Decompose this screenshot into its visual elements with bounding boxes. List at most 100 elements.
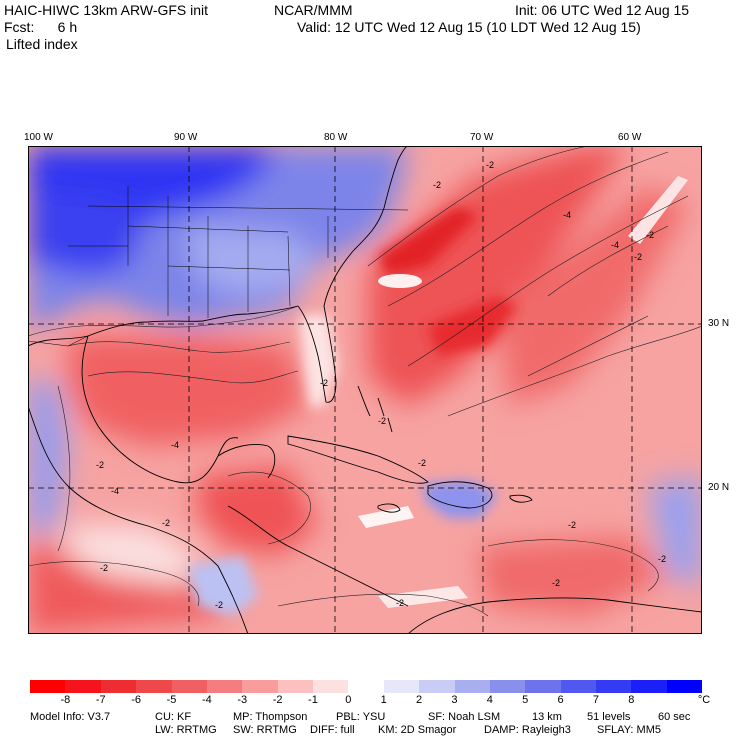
colorbar-tick-label: -6	[131, 694, 141, 706]
contour-line	[277, 593, 489, 617]
strong-unstable-atl-2	[428, 296, 518, 356]
colorbar-tick-label: -8	[60, 694, 71, 706]
florida-coast	[297, 249, 355, 403]
colorbar-swatch	[560, 680, 596, 693]
lon-label-100w: 100 W	[24, 132, 53, 143]
diffusion-scheme: DIFF: full	[310, 724, 355, 736]
colorbar-swatch	[277, 680, 313, 693]
colorbar-tick-label: 2	[415, 694, 423, 706]
colorbar-tick-label: -2	[272, 694, 283, 706]
colorbar-swatch	[631, 680, 667, 693]
model-info: Model Info: V3.7	[30, 711, 111, 723]
colorbar-swatch	[313, 680, 349, 693]
valid-time: Valid: 12 UTC Wed 12 Aug 15 (10 LDT Wed …	[297, 19, 641, 35]
bahamas	[357, 385, 393, 433]
stable-plains	[28, 186, 148, 276]
contour-value-label: -2	[396, 598, 404, 608]
contour-value-label: -2	[486, 160, 494, 170]
contour-value-label: -2	[378, 416, 386, 426]
contour-line	[407, 195, 689, 367]
colorbar-tick-label: 0	[345, 694, 352, 706]
south-america-coast	[407, 597, 702, 634]
longwave-scheme: LW: RRTMG	[155, 724, 217, 736]
mexico-border	[28, 335, 89, 347]
colorbar-tick-label: -1	[308, 694, 318, 706]
shortwave-scheme: SW: RRTMG	[233, 724, 297, 736]
pbl-scheme: PBL: YSU	[336, 711, 386, 723]
contour-line	[387, 151, 669, 307]
contour-line	[67, 341, 291, 353]
colorbar-tick-label: 8	[628, 694, 635, 706]
us-gulf-coast	[28, 305, 299, 347]
stable-central-america	[188, 556, 258, 616]
neutral-streak-ne	[628, 176, 688, 244]
colorbar-swatch	[206, 680, 243, 693]
colorbar-tick-label: 3	[451, 694, 458, 706]
colorbar-tick-label: -5	[166, 694, 177, 706]
colorbar-tick-label: 4	[486, 694, 493, 706]
colorbar-swatch	[65, 680, 101, 693]
colorbar-swatch	[100, 680, 137, 693]
contour-line	[57, 385, 71, 552]
forecast-hour: Fcst: 6 h	[4, 19, 78, 35]
vertical-levels: 51 levels	[587, 711, 631, 723]
contour-value-label: -2	[433, 180, 441, 190]
contour-value-label: -4	[171, 440, 179, 450]
stable-east-edge	[648, 476, 702, 586]
contour-line	[227, 471, 311, 545]
contour-line	[87, 370, 299, 384]
colorbar-tick-label: 7	[592, 694, 599, 706]
mexico-gulf-coast	[81, 335, 239, 484]
cuba	[287, 435, 429, 484]
colorbar-swatch	[171, 680, 207, 693]
lon-label-70w: 70 W	[470, 132, 494, 143]
surface-layer-scheme: SFLAY: MM5	[597, 724, 661, 736]
init-time: Init: 06 UTC Wed 12 Aug 15	[515, 2, 690, 18]
contour-line	[527, 315, 649, 377]
colorbar-swatch	[348, 680, 384, 693]
colorbar-swatch	[525, 680, 561, 693]
contour-value-label: -2	[215, 600, 223, 610]
unstable-gulf	[68, 336, 308, 446]
grid-spacing: 13 km	[532, 711, 562, 723]
contour-line	[28, 561, 200, 607]
contour-value-label: -2	[568, 520, 576, 530]
strong-unstable-atl-1	[378, 206, 478, 276]
hispaniola	[427, 481, 493, 509]
contour-value-label: -4	[611, 240, 619, 250]
stable-hispaniola	[423, 480, 498, 518]
microphysics-scheme: MP: Thompson	[233, 711, 308, 723]
field-name: Lifted index	[6, 36, 78, 52]
colorbar-swatch	[419, 680, 455, 693]
lat-label-20n: 20 N	[708, 482, 730, 493]
neutral-streak-yucatan	[358, 506, 414, 528]
yucatan	[217, 444, 276, 479]
timestep: 60 sec	[658, 711, 691, 723]
colorbar-swatch	[242, 680, 278, 693]
km-scheme: KM: 2D Smagor	[378, 724, 457, 736]
colorbar-tick-label: -3	[237, 694, 248, 706]
colorbar-swatch	[454, 680, 490, 693]
surface-scheme: SF: Noah LSM	[428, 711, 501, 723]
lon-label-90w: 90 W	[174, 132, 198, 143]
unstable-caribbean-east	[478, 536, 668, 616]
colorbar-swatch	[666, 680, 703, 693]
puerto-rico	[509, 494, 533, 503]
contour-line	[487, 539, 659, 592]
contour-value-label: -2	[552, 578, 560, 588]
colorbar-tick-label: 5	[522, 694, 529, 706]
colorbar-swatch	[383, 680, 420, 693]
damping-scheme: DAMP: Rayleigh3	[484, 724, 571, 736]
colorbar-tick-label: -7	[95, 694, 106, 706]
colorbar-swatch	[489, 680, 526, 693]
mexico-pacific-coast	[28, 405, 249, 634]
colorbar-swatch	[596, 680, 632, 693]
colorbar-unit: °C	[697, 694, 711, 706]
cumulus-scheme: CU: KF	[155, 711, 192, 723]
colorbar-tick-label: -4	[201, 694, 212, 706]
stable-southeast	[188, 226, 318, 296]
contour-value-label: -4	[563, 210, 571, 220]
colorbar-swatch	[136, 680, 172, 693]
contour-line	[28, 305, 299, 337]
contour-value-label: -2	[100, 563, 108, 573]
